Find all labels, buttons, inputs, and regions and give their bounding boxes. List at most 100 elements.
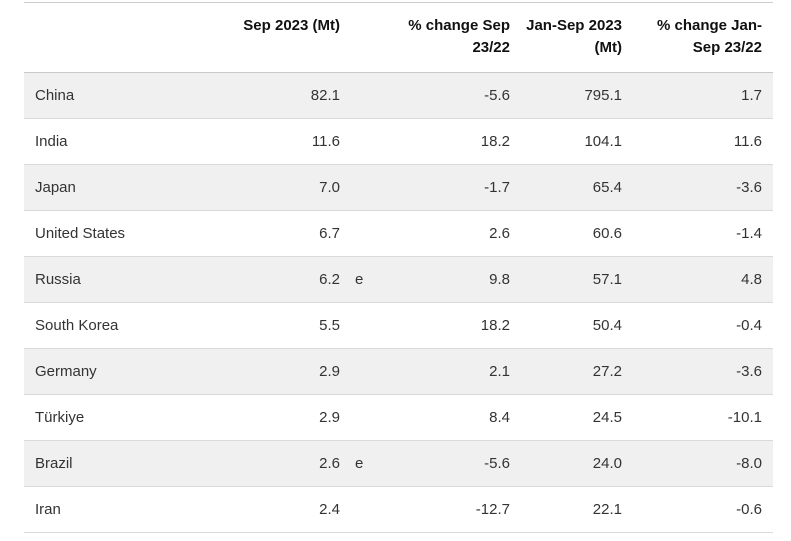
pct-change-sep-value: -5.6 <box>484 455 510 472</box>
pct-change-sep-cell: 18.2 <box>378 302 510 349</box>
header-estimate-gutter <box>340 2 378 73</box>
pct-change-sep-value: 2.1 <box>489 363 510 380</box>
jan-sep-2023-cell: 24.0 <box>510 440 622 487</box>
jan-sep-2023-value: 60.6 <box>592 225 622 242</box>
estimate-flag-cell <box>340 302 378 349</box>
country-label: Russia <box>35 271 81 288</box>
header-label: % change Jan- <box>656 17 762 34</box>
jan-sep-2023-value: 104.1 <box>584 133 622 150</box>
estimate-flag-cell <box>340 210 378 257</box>
country-cell: United States <box>24 210 205 257</box>
header-pct-change-jan-sep: % change Jan- Sep 23/22 <box>622 2 773 73</box>
jan-sep-2023-value: 65.4 <box>592 179 622 196</box>
jan-sep-2023-cell: 27.2 <box>510 348 622 395</box>
table-row: Brazil 2.6 e -5.6 24.0 -8.0 <box>24 440 773 487</box>
sep-2023-value: 11.6 <box>311 133 340 150</box>
table-row: Japan 7.0 -1.7 65.4 -3.6 <box>24 164 773 211</box>
sep-2023-value-cell: 11.6 <box>205 118 340 165</box>
table-row: Türkiye 2.9 8.4 24.5 -10.1 <box>24 394 773 441</box>
country-label: South Korea <box>35 317 119 334</box>
pct-change-sep-cell: -5.6 <box>378 72 510 119</box>
jan-sep-2023-value: 24.5 <box>592 409 622 426</box>
country-cell: South Korea <box>24 302 205 349</box>
jan-sep-2023-value: 24.0 <box>592 455 622 472</box>
sep-2023-value: 2.9 <box>319 409 340 426</box>
table-row: South Korea 5.5 18.2 50.4 -0.4 <box>24 302 773 349</box>
country-label: Brazil <box>35 455 73 472</box>
country-cell: Türkiye <box>24 394 205 441</box>
country-cell: Japan <box>24 164 205 211</box>
sep-2023-value-cell: 2.9 <box>205 348 340 395</box>
pct-change-sep-value: 18.2 <box>480 133 510 150</box>
pct-change-jan-sep-value: -0.6 <box>736 501 762 518</box>
pct-change-sep-value: -1.7 <box>484 179 510 196</box>
country-cell: India <box>24 118 205 165</box>
jan-sep-2023-cell: 65.4 <box>510 164 622 211</box>
jan-sep-2023-cell: 795.1 <box>510 72 622 119</box>
estimate-flag: e <box>355 455 364 472</box>
sep-2023-value: 2.6 <box>319 455 340 472</box>
pct-change-sep-value: 2.6 <box>489 225 510 242</box>
header-label: (Mt) <box>594 39 622 56</box>
header-pct-change-sep: % change Sep 23/22 <box>378 2 510 73</box>
jan-sep-2023-value: 22.1 <box>592 501 622 518</box>
pct-change-sep-value: 18.2 <box>480 317 510 334</box>
estimate-flag-cell: e <box>340 256 378 303</box>
pct-change-sep-value: -5.6 <box>484 87 510 104</box>
jan-sep-2023-cell: 104.1 <box>510 118 622 165</box>
pct-change-jan-sep-cell: 4.8 <box>622 256 773 303</box>
sep-2023-value: 7.0 <box>319 179 340 196</box>
jan-sep-2023-value: 27.2 <box>592 363 622 380</box>
pct-change-sep-value: 8.4 <box>489 409 510 426</box>
pct-change-sep-cell: -5.6 <box>378 440 510 487</box>
jan-sep-2023-cell: 57.1 <box>510 256 622 303</box>
pct-change-jan-sep-cell: -3.6 <box>622 164 773 211</box>
data-table: Sep 2023 (Mt) % change Sep 23/22 Jan-Sep… <box>24 2 773 533</box>
estimate-flag: e <box>355 271 364 288</box>
table-row: Iran 2.4 -12.7 22.1 -0.6 <box>24 486 773 533</box>
country-label: Japan <box>35 179 76 196</box>
estimate-flag-cell <box>340 72 378 119</box>
pct-change-sep-cell: 2.6 <box>378 210 510 257</box>
estimate-flag-cell: e <box>340 440 378 487</box>
sep-2023-value-cell: 2.6 <box>205 440 340 487</box>
jan-sep-2023-cell: 22.1 <box>510 486 622 533</box>
pct-change-jan-sep-value: 1.7 <box>741 87 762 104</box>
header-sep-2023: Sep 2023 (Mt) <box>205 2 340 73</box>
country-cell: Brazil <box>24 440 205 487</box>
pct-change-sep-value: -12.7 <box>475 501 510 518</box>
header-label: Sep 23/22 <box>692 39 762 56</box>
country-label: Germany <box>35 363 97 380</box>
pct-change-jan-sep-cell: 11.6 <box>622 118 773 165</box>
sep-2023-value: 6.2 <box>319 271 340 288</box>
pct-change-jan-sep-value: -3.6 <box>736 363 762 380</box>
sep-2023-value-cell: 82.1 <box>205 72 340 119</box>
table-header: Sep 2023 (Mt) % change Sep 23/22 Jan-Sep… <box>24 2 773 73</box>
country-label: Türkiye <box>35 409 85 426</box>
pct-change-sep-cell: 8.4 <box>378 394 510 441</box>
pct-change-jan-sep-value: -8.0 <box>736 455 762 472</box>
pct-change-sep-value: 9.8 <box>489 271 510 288</box>
pct-change-jan-sep-cell: -0.6 <box>622 486 773 533</box>
pct-change-sep-cell: -12.7 <box>378 486 510 533</box>
country-label: India <box>35 133 68 150</box>
jan-sep-2023-value: 57.1 <box>592 271 622 288</box>
country-cell: China <box>24 72 205 119</box>
pct-change-jan-sep-cell: -8.0 <box>622 440 773 487</box>
table-row: India 11.6 18.2 104.1 11.6 <box>24 118 773 165</box>
table-row: Russia 6.2 e 9.8 57.1 4.8 <box>24 256 773 303</box>
estimate-flag-cell <box>340 164 378 211</box>
sep-2023-value: 2.4 <box>319 501 340 518</box>
sep-2023-value: 6.7 <box>319 225 340 242</box>
sep-2023-value-cell: 2.9 <box>205 394 340 441</box>
country-label: China <box>35 87 75 104</box>
pct-change-jan-sep-cell: -0.4 <box>622 302 773 349</box>
table-row: China 82.1 -5.6 795.1 1.7 <box>24 72 773 119</box>
country-production-table: Sep 2023 (Mt) % change Sep 23/22 Jan-Sep… <box>24 2 773 533</box>
pct-change-jan-sep-cell: -1.4 <box>622 210 773 257</box>
sep-2023-value: 2.9 <box>319 363 340 380</box>
sep-2023-value-cell: 6.2 <box>205 256 340 303</box>
pct-change-jan-sep-value: -1.4 <box>736 225 762 242</box>
sep-2023-value-cell: 6.7 <box>205 210 340 257</box>
pct-change-sep-cell: -1.7 <box>378 164 510 211</box>
